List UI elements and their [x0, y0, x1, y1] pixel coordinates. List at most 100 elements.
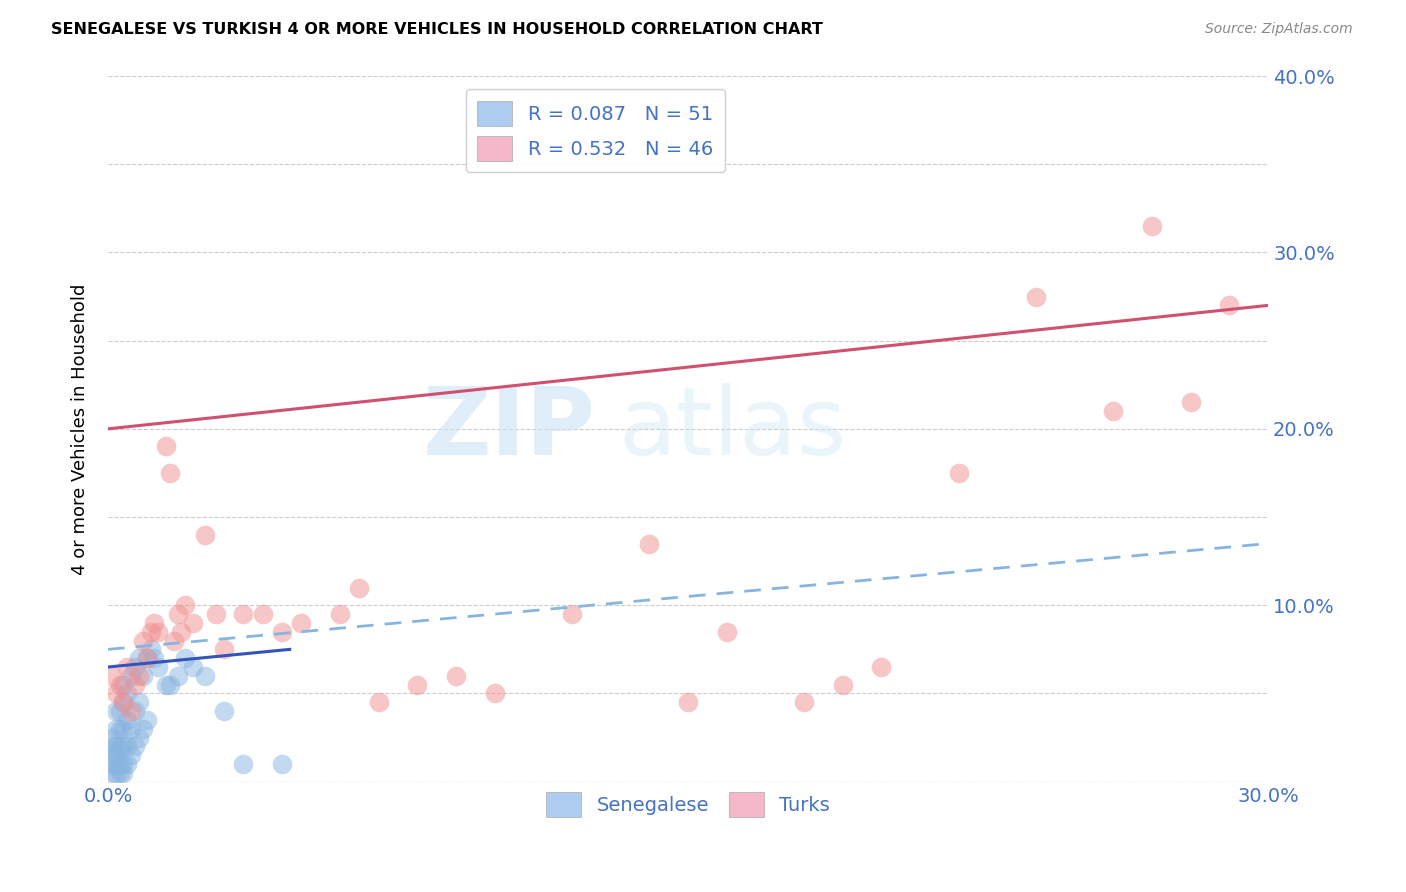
Point [174, 599, 197, 613]
Point [112, 678, 135, 692]
Point [117, 713, 139, 727]
Point [367, 695, 389, 709]
Text: Source: ZipAtlas.com: Source: ZipAtlas.com [1205, 22, 1353, 37]
Point [561, 607, 583, 621]
Point [108, 739, 131, 754]
Point [155, 678, 177, 692]
Point [166, 669, 188, 683]
Point [135, 651, 157, 665]
Point [104, 686, 127, 700]
Point [329, 607, 352, 621]
Point [212, 642, 235, 657]
Point [444, 669, 467, 683]
Point [101, 757, 124, 772]
Point [132, 669, 155, 683]
Point [132, 722, 155, 736]
Point [101, 669, 124, 683]
Point [1025, 289, 1047, 303]
Point [112, 757, 135, 772]
Point [104, 739, 127, 754]
Point [132, 633, 155, 648]
Legend: Senegalese, Turks: Senegalese, Turks [538, 784, 838, 825]
Point [108, 678, 131, 692]
Point [108, 704, 131, 718]
Point [135, 713, 157, 727]
Point [120, 722, 142, 736]
Point [124, 704, 146, 718]
Point [117, 739, 139, 754]
Point [170, 624, 193, 639]
Point [101, 748, 124, 763]
Point [124, 739, 146, 754]
Point [148, 624, 170, 639]
Point [117, 686, 139, 700]
Point [252, 607, 274, 621]
Point [271, 624, 294, 639]
Point [101, 765, 124, 780]
Point [484, 686, 506, 700]
Point [112, 739, 135, 754]
Point [716, 624, 738, 639]
Point [104, 748, 127, 763]
Point [1140, 219, 1163, 233]
Text: atlas: atlas [619, 383, 846, 475]
Point [159, 678, 181, 692]
Point [793, 695, 815, 709]
Point [155, 440, 177, 454]
Point [112, 765, 135, 780]
Point [159, 466, 181, 480]
Point [194, 527, 217, 541]
Point [166, 607, 188, 621]
Point [104, 704, 127, 718]
Point [638, 536, 661, 550]
Point [108, 757, 131, 772]
Point [163, 633, 186, 648]
Point [143, 651, 166, 665]
Point [104, 722, 127, 736]
Point [232, 757, 254, 772]
Point [104, 765, 127, 780]
Point [139, 642, 162, 657]
Point [205, 607, 228, 621]
Text: SENEGALESE VS TURKISH 4 OR MORE VEHICLES IN HOUSEHOLD CORRELATION CHART: SENEGALESE VS TURKISH 4 OR MORE VEHICLES… [51, 22, 823, 37]
Point [831, 678, 853, 692]
Point [112, 695, 135, 709]
Point [139, 624, 162, 639]
Point [406, 678, 429, 692]
Point [1218, 298, 1240, 312]
Point [181, 615, 204, 630]
Point [1102, 404, 1125, 418]
Point [870, 660, 893, 674]
Point [181, 660, 204, 674]
Point [104, 757, 127, 772]
Point [117, 757, 139, 772]
Point [120, 748, 142, 763]
Point [124, 678, 146, 692]
Point [120, 704, 142, 718]
Point [271, 757, 294, 772]
Point [1180, 395, 1202, 409]
Point [120, 669, 142, 683]
Point [101, 731, 124, 745]
Point [948, 466, 970, 480]
Point [135, 651, 157, 665]
Point [194, 669, 217, 683]
Point [124, 660, 146, 674]
Point [174, 651, 197, 665]
Text: ZIP: ZIP [422, 383, 595, 475]
Point [290, 615, 312, 630]
Point [128, 651, 150, 665]
Point [112, 722, 135, 736]
Point [101, 739, 124, 754]
Point [349, 581, 371, 595]
Point [143, 615, 166, 630]
Point [128, 695, 150, 709]
Point [676, 695, 699, 709]
Point [128, 731, 150, 745]
Point [108, 722, 131, 736]
Point [112, 695, 135, 709]
Point [232, 607, 254, 621]
Y-axis label: 4 or more Vehicles in Household: 4 or more Vehicles in Household [72, 283, 89, 574]
Point [212, 704, 235, 718]
Point [108, 765, 131, 780]
